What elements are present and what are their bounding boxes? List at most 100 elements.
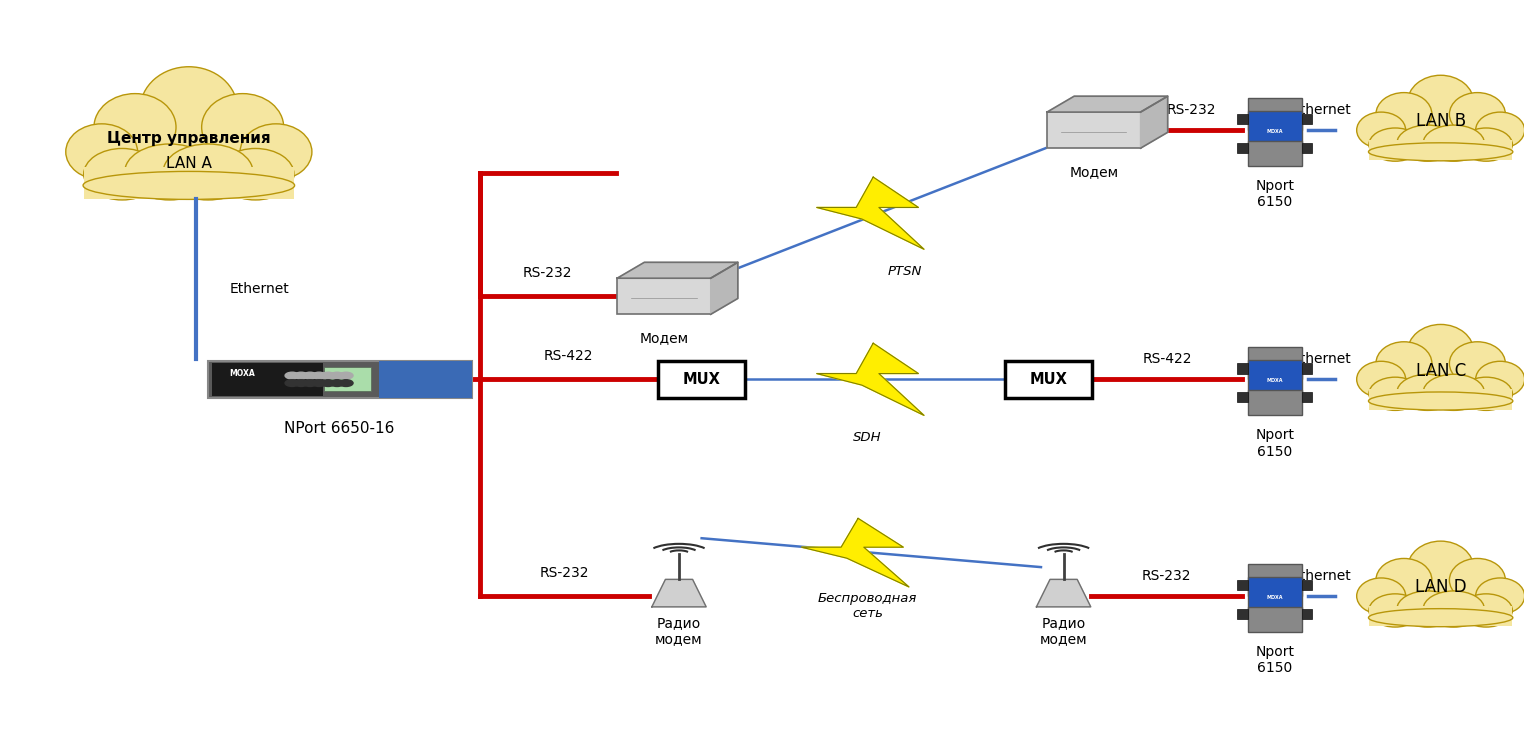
Circle shape: [312, 372, 326, 379]
Ellipse shape: [163, 144, 252, 200]
FancyBboxPatch shape: [1302, 609, 1313, 619]
Ellipse shape: [1450, 559, 1505, 602]
FancyBboxPatch shape: [1248, 564, 1302, 596]
Text: Ethernet: Ethernet: [1291, 103, 1351, 117]
Text: SDH: SDH: [853, 431, 882, 444]
Text: MOXA: MOXA: [229, 369, 255, 378]
Ellipse shape: [1368, 594, 1422, 627]
Text: MUX: MUX: [1030, 372, 1068, 387]
FancyBboxPatch shape: [379, 360, 471, 398]
Ellipse shape: [1424, 591, 1485, 627]
Ellipse shape: [140, 67, 237, 152]
Ellipse shape: [1450, 342, 1505, 385]
FancyBboxPatch shape: [1248, 390, 1302, 416]
Ellipse shape: [217, 148, 294, 200]
Ellipse shape: [1461, 594, 1513, 627]
FancyBboxPatch shape: [1302, 114, 1313, 125]
Polygon shape: [1036, 579, 1091, 607]
Ellipse shape: [202, 94, 283, 161]
Ellipse shape: [1357, 361, 1405, 397]
Circle shape: [322, 372, 336, 379]
FancyBboxPatch shape: [1237, 580, 1248, 590]
Text: RS-232: RS-232: [1167, 103, 1216, 117]
Ellipse shape: [1368, 392, 1513, 410]
Ellipse shape: [66, 124, 137, 180]
FancyBboxPatch shape: [1005, 360, 1093, 398]
Text: RS-232: RS-232: [523, 266, 573, 280]
Text: RS-422: RS-422: [1143, 352, 1193, 366]
FancyBboxPatch shape: [1248, 347, 1302, 380]
FancyBboxPatch shape: [1237, 143, 1248, 153]
Ellipse shape: [83, 172, 294, 200]
Circle shape: [339, 372, 352, 379]
Text: Nport
6150: Nport 6150: [1256, 428, 1294, 458]
Ellipse shape: [1424, 374, 1485, 411]
Circle shape: [339, 380, 352, 386]
Circle shape: [294, 372, 308, 379]
Polygon shape: [711, 262, 737, 315]
Ellipse shape: [1376, 559, 1431, 602]
FancyBboxPatch shape: [1237, 114, 1248, 125]
Text: Nport
6150: Nport 6150: [1256, 179, 1294, 209]
FancyBboxPatch shape: [1047, 112, 1140, 148]
FancyBboxPatch shape: [1368, 140, 1513, 161]
Ellipse shape: [1368, 128, 1422, 161]
FancyBboxPatch shape: [323, 367, 371, 391]
Text: Модем: Модем: [639, 331, 688, 345]
Text: Радио
модем: Радио модем: [656, 616, 703, 646]
Circle shape: [322, 380, 336, 386]
Text: RS-232: RS-232: [540, 566, 589, 580]
Ellipse shape: [1424, 125, 1485, 161]
FancyBboxPatch shape: [1302, 392, 1313, 402]
Circle shape: [329, 372, 345, 379]
Ellipse shape: [1461, 128, 1513, 161]
Ellipse shape: [1461, 377, 1513, 411]
Ellipse shape: [1397, 591, 1457, 627]
Text: Nport
6150: Nport 6150: [1256, 645, 1294, 675]
Text: RS-232: RS-232: [1142, 569, 1191, 583]
Text: LAN B: LAN B: [1416, 113, 1465, 130]
Circle shape: [329, 380, 345, 386]
Ellipse shape: [1368, 377, 1422, 411]
FancyBboxPatch shape: [657, 360, 745, 398]
Polygon shape: [817, 343, 923, 416]
Ellipse shape: [1397, 374, 1457, 411]
Polygon shape: [1047, 97, 1168, 112]
FancyBboxPatch shape: [83, 167, 294, 199]
FancyBboxPatch shape: [1248, 607, 1302, 632]
FancyBboxPatch shape: [1237, 392, 1248, 402]
Ellipse shape: [1397, 125, 1457, 161]
Ellipse shape: [1408, 75, 1474, 130]
Ellipse shape: [94, 94, 175, 161]
FancyBboxPatch shape: [1302, 143, 1313, 153]
Ellipse shape: [1357, 112, 1405, 148]
Ellipse shape: [1476, 361, 1525, 397]
Ellipse shape: [1450, 93, 1505, 136]
Text: MOXA: MOXA: [1267, 595, 1284, 600]
FancyBboxPatch shape: [1248, 141, 1302, 167]
Text: Ethernet: Ethernet: [1291, 352, 1351, 366]
FancyBboxPatch shape: [1248, 576, 1302, 609]
FancyBboxPatch shape: [1237, 609, 1248, 619]
Polygon shape: [617, 262, 737, 279]
FancyBboxPatch shape: [208, 360, 471, 398]
Text: LAN C: LAN C: [1416, 362, 1465, 380]
Circle shape: [303, 380, 317, 386]
Text: NPort 6650-16: NPort 6650-16: [285, 422, 396, 436]
FancyBboxPatch shape: [1302, 580, 1313, 590]
Polygon shape: [817, 177, 923, 249]
Text: Модем: Модем: [1070, 165, 1119, 179]
Ellipse shape: [1368, 143, 1513, 161]
FancyBboxPatch shape: [1248, 111, 1302, 143]
Text: RS-422: RS-422: [543, 349, 593, 363]
Text: Ethernet: Ethernet: [1291, 569, 1351, 583]
Text: LAN A: LAN A: [166, 156, 212, 170]
FancyBboxPatch shape: [1248, 360, 1302, 392]
FancyBboxPatch shape: [1368, 606, 1513, 626]
Circle shape: [294, 380, 308, 386]
FancyBboxPatch shape: [1368, 389, 1513, 410]
Ellipse shape: [240, 124, 312, 180]
FancyBboxPatch shape: [212, 363, 323, 396]
Ellipse shape: [125, 144, 214, 200]
Text: MOXA: MOXA: [1267, 378, 1284, 383]
